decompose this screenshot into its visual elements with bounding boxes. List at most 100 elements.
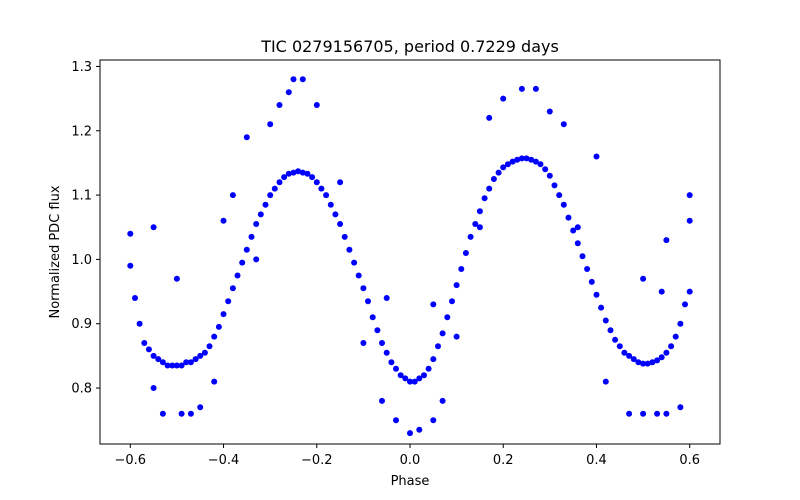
data-point (159, 410, 166, 417)
data-point (197, 404, 204, 411)
data-point (560, 201, 567, 208)
x-tick-label: −0.4 (208, 453, 240, 468)
data-point (132, 295, 138, 301)
data-point (686, 288, 693, 295)
x-tick-label: 0.4 (586, 453, 607, 468)
data-point (574, 240, 581, 247)
y-tick-label: 0.9 (71, 317, 92, 332)
y-tick-label: 1.2 (71, 124, 92, 139)
data-point (407, 430, 413, 437)
data-point (612, 336, 619, 343)
data-point (127, 230, 134, 237)
data-point (313, 179, 320, 186)
data-point (229, 192, 236, 199)
data-point (295, 168, 302, 175)
data-point (490, 176, 497, 182)
data-point (262, 201, 269, 208)
data-point (276, 179, 283, 186)
data-point (570, 227, 577, 234)
data-point (658, 288, 665, 295)
data-point (616, 343, 623, 350)
data-point (584, 266, 591, 272)
data-point (136, 320, 143, 327)
data-point (663, 237, 670, 244)
data-point (355, 272, 362, 279)
data-point (476, 208, 483, 215)
data-point (313, 102, 320, 108)
data-point (486, 185, 493, 192)
data-point (383, 295, 390, 301)
data-point (439, 330, 446, 337)
data-point (332, 211, 339, 218)
data-point (663, 349, 670, 356)
data-point (211, 333, 218, 340)
data-point (192, 356, 199, 363)
data-point (150, 224, 157, 231)
data-point (197, 352, 204, 359)
data-point (439, 397, 446, 404)
data-point (504, 161, 511, 168)
data-point (621, 349, 628, 356)
data-point (453, 282, 460, 289)
data-point (257, 211, 264, 218)
data-point (281, 174, 288, 181)
data-point (183, 359, 190, 366)
data-point (430, 301, 437, 308)
data-point (630, 356, 637, 363)
data-point (243, 134, 250, 141)
data-point (239, 259, 246, 266)
data-point (299, 76, 306, 83)
data-point (532, 85, 539, 92)
data-point (402, 375, 409, 382)
data-point (360, 340, 367, 346)
data-point (514, 156, 521, 163)
data-point (542, 166, 549, 173)
data-point (220, 217, 227, 224)
data-point (663, 410, 670, 417)
data-point (602, 317, 609, 324)
data-point (421, 372, 427, 379)
data-point (323, 192, 330, 199)
data-point (486, 114, 493, 121)
data-point (379, 397, 385, 404)
data-point (411, 378, 418, 385)
data-point (253, 221, 260, 227)
data-point (150, 385, 157, 391)
data-point (173, 275, 180, 282)
data-point (467, 233, 474, 240)
data-point (658, 354, 665, 361)
x-tick-label: 0.6 (679, 453, 700, 468)
data-point (141, 340, 148, 346)
data-point (346, 246, 353, 253)
data-point (518, 85, 525, 92)
data-point (686, 217, 693, 224)
y-tick-label: 0.8 (71, 382, 92, 397)
data-point (593, 291, 600, 298)
data-point (215, 323, 222, 330)
data-point (626, 410, 633, 417)
data-point (425, 365, 432, 372)
points-layer (127, 76, 693, 437)
data-point (607, 327, 614, 334)
data-point (159, 359, 166, 366)
data-point (379, 340, 385, 346)
data-point (351, 259, 358, 266)
data-point (327, 201, 334, 208)
data-point (150, 352, 157, 359)
data-point (654, 410, 661, 417)
data-point (304, 170, 311, 177)
data-point (253, 256, 260, 263)
data-point (640, 275, 647, 282)
data-point (243, 246, 250, 253)
data-point (318, 185, 325, 192)
data-point (271, 185, 278, 192)
y-tick-label: 1.0 (71, 253, 92, 268)
data-point (579, 253, 586, 260)
data-point (290, 169, 297, 176)
data-point (290, 76, 297, 83)
data-point (458, 266, 465, 272)
data-point (430, 356, 437, 363)
data-point (416, 426, 423, 433)
data-point (430, 417, 437, 424)
data-point (682, 301, 688, 308)
